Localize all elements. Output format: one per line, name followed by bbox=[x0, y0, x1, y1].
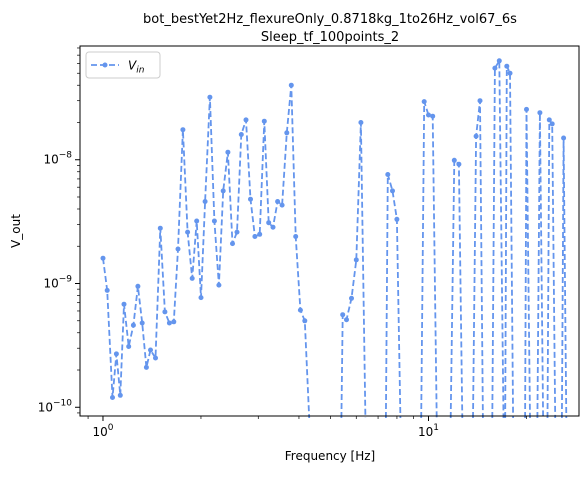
series-point-50 bbox=[349, 295, 354, 301]
series-point-88 bbox=[549, 121, 555, 127]
series-point-5 bbox=[121, 301, 127, 307]
series-point-32 bbox=[243, 117, 249, 123]
series-point-87 bbox=[546, 117, 552, 123]
x-axis-ticks: 100 101 bbox=[87, 416, 527, 439]
series-point-10 bbox=[143, 364, 149, 370]
series-point-18 bbox=[180, 127, 186, 133]
legend-label-main: V bbox=[128, 59, 137, 73]
y-tick-label-2: 10−8 bbox=[43, 151, 72, 167]
series-point-31 bbox=[238, 132, 244, 137]
series-point-12 bbox=[153, 355, 158, 361]
series-point-41 bbox=[284, 130, 290, 136]
chart-title-line1: bot_bestYet2Hz_flexureOnly_0.8718kg_1to2… bbox=[143, 12, 517, 27]
series-point-36 bbox=[261, 118, 267, 124]
series-point-77 bbox=[504, 63, 510, 69]
series-point-11 bbox=[148, 347, 153, 353]
series-point-21 bbox=[194, 218, 200, 224]
series-point-23 bbox=[202, 199, 208, 204]
series-point-42 bbox=[288, 82, 294, 88]
series-point-30 bbox=[234, 229, 240, 235]
series-point-81 bbox=[524, 106, 529, 112]
series-point-19 bbox=[185, 229, 191, 235]
series-point-13 bbox=[157, 225, 163, 231]
y-axis-label: V_out bbox=[9, 214, 23, 248]
series-point-43 bbox=[293, 234, 299, 239]
series-point-22 bbox=[198, 295, 204, 301]
series-point-15 bbox=[166, 320, 172, 326]
series-point-56 bbox=[390, 188, 395, 194]
series-point-84 bbox=[537, 110, 543, 116]
series-point-6 bbox=[126, 344, 132, 349]
series-point-3 bbox=[113, 351, 119, 357]
legend: Vin bbox=[85, 51, 161, 79]
series-point-2 bbox=[110, 395, 115, 400]
chart-title-line2: Sleep_tf_100points_2 bbox=[261, 30, 399, 45]
series-line-v-in bbox=[102, 57, 568, 419]
series-point-62 bbox=[430, 113, 436, 119]
series-point-28 bbox=[225, 149, 231, 155]
series-point-61 bbox=[426, 112, 431, 118]
series-point-24 bbox=[207, 94, 213, 100]
series-point-65 bbox=[451, 157, 457, 163]
series-point-4 bbox=[117, 392, 123, 398]
series-point-9 bbox=[139, 320, 145, 326]
series-point-17 bbox=[175, 246, 181, 252]
series-point-38 bbox=[270, 224, 276, 230]
legend-label: Vin bbox=[128, 59, 145, 76]
series-point-52 bbox=[358, 120, 364, 125]
x-tick-label-1: 101 bbox=[418, 423, 439, 439]
axes-frame bbox=[79, 45, 580, 417]
series-point-35 bbox=[257, 231, 263, 237]
series-point-27 bbox=[220, 188, 226, 194]
series-point-69 bbox=[473, 133, 479, 139]
series-point-40 bbox=[279, 202, 285, 208]
series-point-8 bbox=[135, 283, 141, 289]
series-point-14 bbox=[162, 309, 168, 315]
series-point-1 bbox=[104, 287, 110, 293]
plot-area bbox=[100, 57, 568, 419]
series-point-0 bbox=[100, 255, 106, 261]
x-axis-label: Frequency [Hz] bbox=[285, 449, 376, 463]
legend-box bbox=[85, 51, 161, 79]
series-point-7 bbox=[130, 322, 136, 328]
series-point-39 bbox=[275, 199, 281, 204]
legend-marker-sample bbox=[102, 62, 108, 68]
series-point-44 bbox=[297, 307, 303, 313]
series-point-51 bbox=[353, 257, 359, 263]
y-axis-ticks: 10−10 10−9 10−8 bbox=[38, 47, 80, 414]
series-point-55 bbox=[385, 172, 391, 177]
series-point-78 bbox=[507, 70, 513, 76]
series-point-70 bbox=[477, 98, 483, 104]
series-point-45 bbox=[302, 318, 308, 324]
series-point-34 bbox=[252, 234, 258, 239]
series-point-66 bbox=[456, 161, 462, 167]
x-tick-label-0: 100 bbox=[92, 423, 113, 439]
series-point-25 bbox=[211, 218, 217, 224]
y-tick-label-1: 10−9 bbox=[43, 275, 72, 291]
y-tick-label-0: 10−10 bbox=[38, 398, 73, 414]
series-point-74 bbox=[496, 58, 502, 64]
series-point-33 bbox=[248, 196, 253, 202]
series-markers bbox=[100, 58, 567, 400]
series-point-48 bbox=[340, 312, 346, 318]
series-point-26 bbox=[216, 282, 222, 288]
series-point-16 bbox=[171, 319, 177, 325]
series-point-37 bbox=[266, 220, 272, 226]
legend-label-sub: in bbox=[136, 66, 145, 76]
series-point-73 bbox=[492, 65, 498, 71]
series-point-49 bbox=[344, 317, 349, 323]
series-point-57 bbox=[394, 216, 400, 222]
series-point-29 bbox=[230, 241, 235, 247]
series-point-60 bbox=[421, 99, 427, 105]
series-point-20 bbox=[189, 275, 195, 281]
series-point-91 bbox=[561, 135, 567, 141]
